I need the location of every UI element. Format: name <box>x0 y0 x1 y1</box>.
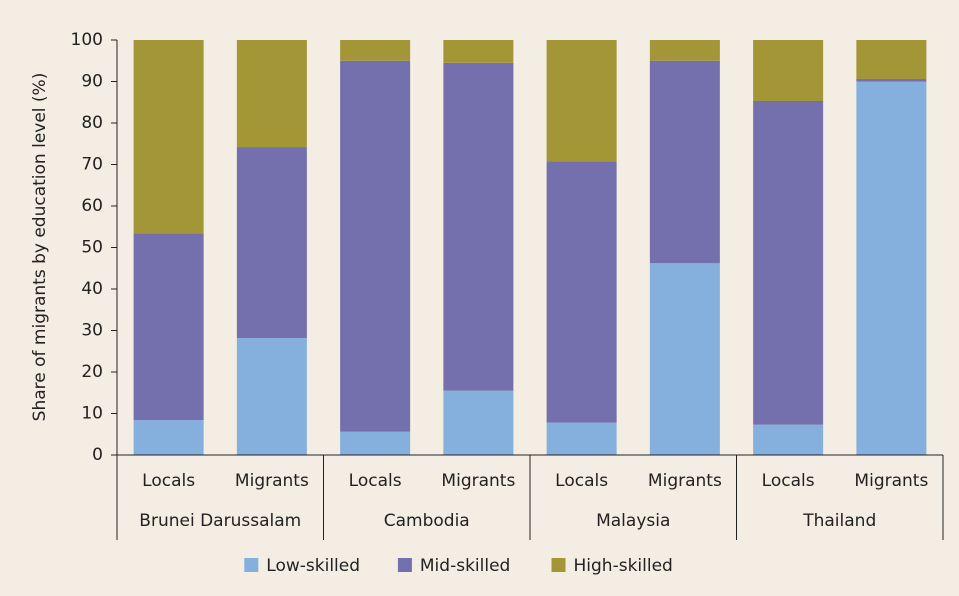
bar-segment <box>546 161 617 423</box>
y-tick-label: 10 <box>81 404 103 424</box>
bar-segment <box>133 233 204 421</box>
bar-segment <box>236 40 307 148</box>
legend-label: Mid-skilled <box>420 556 510 576</box>
y-tick-label: 80 <box>81 113 103 133</box>
group-label: Thailand <box>802 511 876 531</box>
bar-segment <box>753 40 824 102</box>
bar-segment <box>236 147 307 338</box>
bar-segment <box>856 81 927 455</box>
legend-swatch <box>397 558 412 572</box>
y-tick-label: 30 <box>81 321 103 341</box>
bar-segment <box>133 40 204 234</box>
y-axis-label: Share of migrants by education level (%) <box>30 73 50 422</box>
x-tick-label: Migrants <box>854 471 928 491</box>
legend-label: High-skilled <box>574 556 673 576</box>
y-tick-label: 70 <box>81 155 103 175</box>
bar-segment <box>443 40 514 63</box>
bar-segment <box>753 424 824 455</box>
x-tick-label: Migrants <box>235 471 309 491</box>
x-tick-label: Locals <box>555 471 608 491</box>
bar-segment <box>856 40 927 80</box>
bar-segment <box>236 337 307 455</box>
bar-segment <box>133 420 204 455</box>
x-tick-label: Locals <box>762 471 815 491</box>
x-tick-label: Migrants <box>648 471 722 491</box>
group-label: Cambodia <box>384 511 470 531</box>
bar-segment <box>340 60 411 432</box>
bar-segment <box>443 62 514 391</box>
bar-segment <box>340 431 411 455</box>
y-tick-label: 100 <box>71 30 103 50</box>
x-tick-label: Locals <box>349 471 402 491</box>
group-label: Malaysia <box>596 511 670 531</box>
y-tick-label: 40 <box>81 279 103 299</box>
bar-segment <box>546 422 617 455</box>
y-tick-label: 20 <box>81 362 103 382</box>
bar-segment <box>546 40 617 162</box>
y-tick-label: 50 <box>81 238 103 258</box>
x-tick-label: Migrants <box>441 471 515 491</box>
x-tick-label: Locals <box>142 471 195 491</box>
legend-label: Low-skilled <box>266 556 360 576</box>
legend-swatch <box>551 558 566 572</box>
y-tick-label: 0 <box>92 445 103 465</box>
bar-segment <box>443 390 514 455</box>
y-tick-label: 90 <box>81 72 103 92</box>
group-label: Brunei Darussalam <box>139 511 301 531</box>
bar-segment <box>856 79 927 82</box>
bar-segment <box>340 40 411 61</box>
y-tick-label: 60 <box>81 196 103 216</box>
bar-segment <box>649 263 720 455</box>
bar-segment <box>649 60 720 264</box>
legend-swatch <box>244 558 259 572</box>
bar-segment <box>753 101 824 425</box>
bar-segment <box>649 40 720 61</box>
